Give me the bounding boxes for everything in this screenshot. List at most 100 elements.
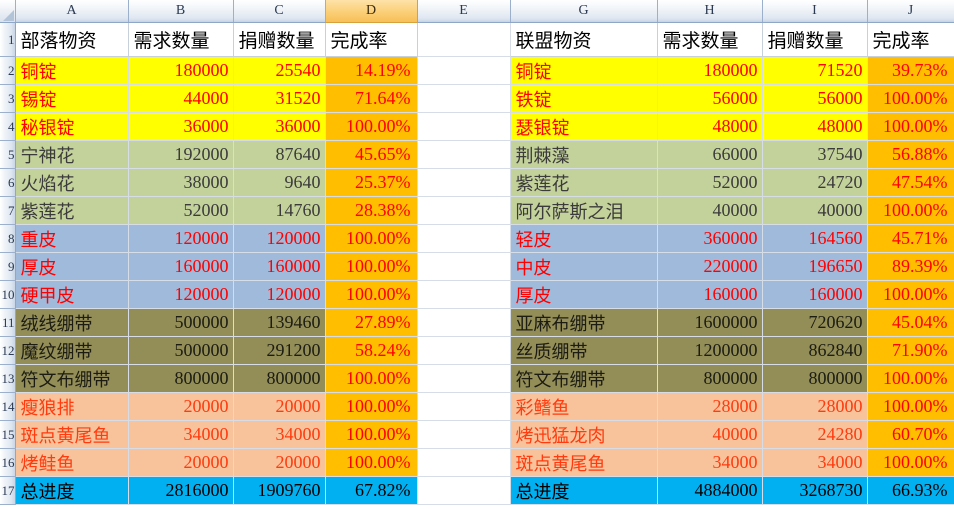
left-cell-name[interactable]: 厚皮 bbox=[15, 252, 129, 281]
column-header-g[interactable]: G bbox=[510, 0, 658, 23]
left-cell-name[interactable]: 宁神花 bbox=[15, 140, 129, 169]
right-cell-required[interactable]: 48000 bbox=[657, 112, 763, 141]
left-cell-required[interactable]: 20000 bbox=[128, 448, 234, 477]
row-header-6[interactable]: 6 bbox=[0, 168, 16, 197]
left-cell-rate[interactable]: 45.65% bbox=[325, 140, 418, 169]
row-header-16[interactable]: 16 bbox=[0, 448, 16, 477]
right-cell-donated[interactable]: 37540 bbox=[762, 140, 868, 169]
left-cell-name[interactable]: 烤鲑鱼 bbox=[15, 448, 129, 477]
left-cell-name[interactable]: 锡锭 bbox=[15, 84, 129, 113]
left-cell-donated[interactable]: 120000 bbox=[233, 224, 326, 253]
left-cell-donated[interactable]: 20000 bbox=[233, 448, 326, 477]
right-cell-name[interactable]: 轻皮 bbox=[510, 224, 658, 253]
column-header-h[interactable]: H bbox=[657, 0, 763, 23]
right-cell-name[interactable]: 彩鳍鱼 bbox=[510, 392, 658, 421]
left-cell-name[interactable]: 火焰花 bbox=[15, 168, 129, 197]
right-cell-rate[interactable]: 100.00% bbox=[867, 196, 954, 225]
spacer-cell-e[interactable] bbox=[417, 420, 511, 449]
right-header-required[interactable]: 需求数量 bbox=[657, 22, 763, 57]
row-header-7[interactable]: 7 bbox=[0, 196, 16, 225]
row-header-8[interactable]: 8 bbox=[0, 224, 16, 253]
left-cell-donated[interactable]: 14760 bbox=[233, 196, 326, 225]
right-cell-donated[interactable]: 48000 bbox=[762, 112, 868, 141]
right-cell-required[interactable]: 1200000 bbox=[657, 336, 763, 365]
right-cell-rate[interactable]: 100.00% bbox=[867, 364, 954, 393]
left-cell-required[interactable]: 52000 bbox=[128, 196, 234, 225]
right-cell-required[interactable]: 800000 bbox=[657, 364, 763, 393]
spacer-cell-e[interactable] bbox=[417, 112, 511, 141]
right-cell-donated[interactable]: 34000 bbox=[762, 448, 868, 477]
left-cell-name[interactable]: 重皮 bbox=[15, 224, 129, 253]
left-cell-rate[interactable]: 100.00% bbox=[325, 112, 418, 141]
right-cell-donated[interactable]: 800000 bbox=[762, 364, 868, 393]
left-cell-rate[interactable]: 100.00% bbox=[325, 252, 418, 281]
spacer-cell-e[interactable] bbox=[417, 168, 511, 197]
left-cell-donated[interactable]: 120000 bbox=[233, 280, 326, 309]
right-cell-donated[interactable]: 40000 bbox=[762, 196, 868, 225]
spacer-cell-e[interactable] bbox=[417, 140, 511, 169]
spacer-cell-e[interactable] bbox=[417, 56, 511, 85]
left-cell-rate[interactable]: 100.00% bbox=[325, 392, 418, 421]
right-header-donated[interactable]: 捐赠数量 bbox=[762, 22, 868, 57]
right-cell-rate[interactable]: 100.00% bbox=[867, 84, 954, 113]
column-header-a[interactable]: A bbox=[15, 0, 129, 23]
row-header-3[interactable]: 3 bbox=[0, 84, 16, 113]
right-cell-rate[interactable]: 56.88% bbox=[867, 140, 954, 169]
left-cell-rate[interactable]: 100.00% bbox=[325, 364, 418, 393]
left-cell-donated[interactable]: 9640 bbox=[233, 168, 326, 197]
row-header-4[interactable]: 4 bbox=[0, 112, 16, 141]
left-header-rate[interactable]: 完成率 bbox=[325, 22, 418, 57]
right-cell-rate[interactable]: 60.70% bbox=[867, 420, 954, 449]
right-total-rate[interactable]: 66.93% bbox=[867, 476, 954, 505]
left-cell-name[interactable]: 铜锭 bbox=[15, 56, 129, 85]
left-cell-rate[interactable]: 58.24% bbox=[325, 336, 418, 365]
spacer-cell-e[interactable] bbox=[417, 308, 511, 337]
right-cell-rate[interactable]: 100.00% bbox=[867, 112, 954, 141]
left-cell-required[interactable]: 36000 bbox=[128, 112, 234, 141]
right-cell-rate[interactable]: 71.90% bbox=[867, 336, 954, 365]
row-header-1[interactable]: 1 bbox=[0, 22, 16, 57]
row-header-5[interactable]: 5 bbox=[0, 140, 16, 169]
right-cell-donated[interactable]: 56000 bbox=[762, 84, 868, 113]
left-cell-rate[interactable]: 71.64% bbox=[325, 84, 418, 113]
right-cell-name[interactable]: 符文布绷带 bbox=[510, 364, 658, 393]
right-cell-donated[interactable]: 24280 bbox=[762, 420, 868, 449]
right-cell-rate[interactable]: 45.71% bbox=[867, 224, 954, 253]
column-header-b[interactable]: B bbox=[128, 0, 234, 23]
left-cell-required[interactable]: 44000 bbox=[128, 84, 234, 113]
right-cell-donated[interactable]: 71520 bbox=[762, 56, 868, 85]
right-cell-required[interactable]: 56000 bbox=[657, 84, 763, 113]
left-cell-donated[interactable]: 139460 bbox=[233, 308, 326, 337]
row-header-17[interactable]: 17 bbox=[0, 476, 16, 505]
left-cell-required[interactable]: 160000 bbox=[128, 252, 234, 281]
left-header-name[interactable]: 部落物资 bbox=[15, 22, 129, 57]
left-cell-rate[interactable]: 100.00% bbox=[325, 280, 418, 309]
right-cell-rate[interactable]: 89.39% bbox=[867, 252, 954, 281]
right-cell-name[interactable]: 斑点黄尾鱼 bbox=[510, 448, 658, 477]
right-cell-required[interactable]: 40000 bbox=[657, 420, 763, 449]
left-cell-donated[interactable]: 20000 bbox=[233, 392, 326, 421]
right-cell-name[interactable]: 阿尔萨斯之泪 bbox=[510, 196, 658, 225]
row-header-10[interactable]: 10 bbox=[0, 280, 16, 309]
left-cell-donated[interactable]: 31520 bbox=[233, 84, 326, 113]
left-cell-donated[interactable]: 800000 bbox=[233, 364, 326, 393]
right-total-donated[interactable]: 3268730 bbox=[762, 476, 868, 505]
row-header-11[interactable]: 11 bbox=[0, 308, 16, 337]
row-header-13[interactable]: 13 bbox=[0, 364, 16, 393]
left-total-rate[interactable]: 67.82% bbox=[325, 476, 418, 505]
column-header-e[interactable]: E bbox=[417, 0, 511, 23]
right-header-rate[interactable]: 完成率 bbox=[867, 22, 954, 57]
right-cell-required[interactable]: 52000 bbox=[657, 168, 763, 197]
left-cell-rate[interactable]: 100.00% bbox=[325, 224, 418, 253]
right-cell-name[interactable]: 烤迅猛龙肉 bbox=[510, 420, 658, 449]
right-cell-name[interactable]: 瑟银锭 bbox=[510, 112, 658, 141]
left-cell-required[interactable]: 800000 bbox=[128, 364, 234, 393]
spacer-cell-e[interactable] bbox=[417, 252, 511, 281]
right-cell-rate[interactable]: 100.00% bbox=[867, 392, 954, 421]
left-cell-name[interactable]: 绒线绷带 bbox=[15, 308, 129, 337]
left-cell-donated[interactable]: 25540 bbox=[233, 56, 326, 85]
left-cell-rate[interactable]: 25.37% bbox=[325, 168, 418, 197]
column-header-c[interactable]: C bbox=[233, 0, 326, 23]
row-header-15[interactable]: 15 bbox=[0, 420, 16, 449]
spacer-cell-e[interactable] bbox=[417, 84, 511, 113]
